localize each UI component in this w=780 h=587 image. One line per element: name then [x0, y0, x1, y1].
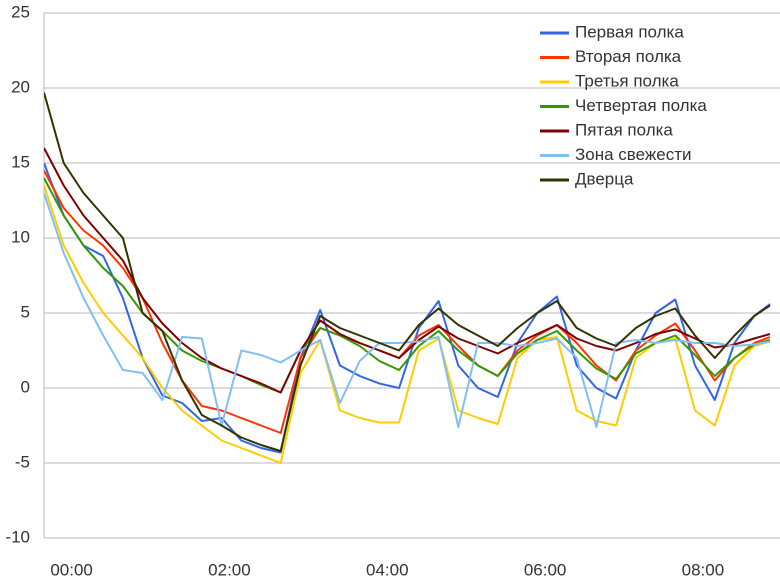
legend-label: Зона свежести — [575, 145, 692, 164]
grid: -10 -5 0 5 10 15 20 25 00:00 02:00 04:00 06:00 08:00 — [5, 2, 780, 579]
y-tick-label: 25 — [11, 2, 30, 21]
series-line — [44, 147, 771, 394]
series-line — [44, 192, 771, 428]
series-line — [44, 170, 771, 434]
x-tick-label: 08:00 — [682, 560, 725, 579]
legend-label: Четвертая полка — [575, 96, 707, 115]
legend: Первая полка Вторая полка Третья полка Четв… — [540, 22, 707, 188]
series-line — [44, 177, 771, 394]
y-tick-label: -10 — [5, 527, 30, 546]
legend-label: Пятая полка — [575, 120, 673, 139]
series-line — [44, 162, 771, 454]
y-tick-label: 5 — [21, 302, 30, 321]
legend-label: Первая полка — [575, 22, 684, 41]
y-tick-label: -5 — [15, 452, 30, 471]
series-line — [44, 185, 771, 464]
series-line — [44, 92, 771, 452]
y-tick-label: 15 — [11, 152, 30, 171]
legend-label: Вторая полка — [575, 47, 682, 66]
lines — [44, 92, 771, 464]
x-tick-label: 04:00 — [366, 560, 409, 579]
x-tick-label: 02:00 — [208, 560, 251, 579]
legend-label: Третья полка — [575, 71, 679, 90]
y-tick-label: 0 — [21, 377, 30, 396]
y-tick-label: 20 — [11, 77, 30, 96]
legend-label: Дверца — [575, 169, 634, 188]
x-tick-label: 06:00 — [524, 560, 567, 579]
y-tick-label: 10 — [11, 227, 30, 246]
x-tick-label: 00:00 — [50, 560, 93, 579]
